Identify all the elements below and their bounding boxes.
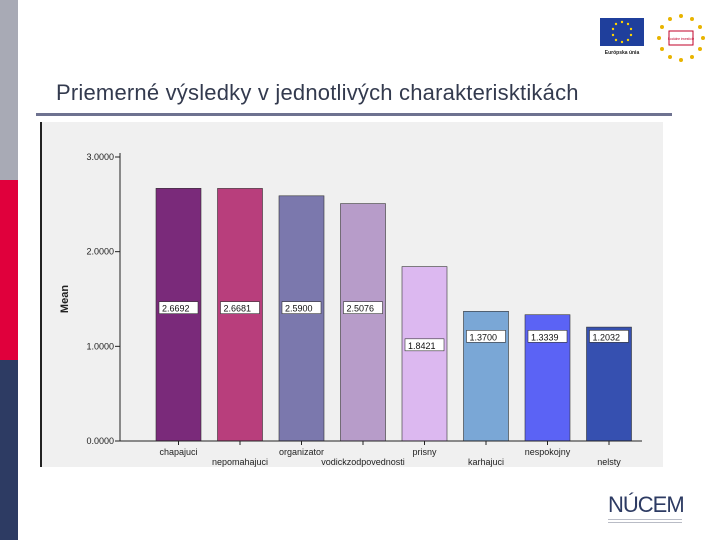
bar [217,188,263,442]
value-label: 2.5076 [347,304,375,314]
sidebar-navy-block [0,360,18,540]
y-tick-label: 0.0000 [86,436,114,446]
x-tick-label: chapajuci [159,447,197,457]
value-label-box [466,330,506,343]
slide-title: Priemerné výsledky v jednotlivých charak… [56,80,579,105]
value-label: 2.5900 [285,304,313,314]
value-label-box [589,330,629,343]
nucem-logo: NÚCEM [608,494,688,530]
value-label: 2.6692 [162,304,190,314]
bar [340,203,386,442]
x-tick-label: vodickzodpovednosti [321,457,405,467]
value-label-box [404,338,445,352]
x-tick-label: nelsty [597,457,621,467]
nucem-logo-text: NÚCEM [608,492,685,517]
x-tick-label: prisny [412,447,437,457]
x-tick-label: nepomahajuci [212,457,268,467]
eu-logo-text: Európska únia [605,50,640,56]
value-label-box [158,301,199,314]
bar-chart: 0.0000 1.0000 2.0000 3.0000 Mean 2.6692 chapaj… [59,152,642,467]
y-axis-label: Mean [59,285,71,313]
bar [586,326,632,442]
bar [155,188,202,442]
value-label: 1.3339 [531,332,559,342]
value-label: 1.3700 [470,332,498,342]
sidebar-gray-block [0,0,18,180]
bar [278,195,325,442]
value-label: 1.2032 [593,332,621,342]
value-label-box [281,301,322,314]
x-tick-label: karhajuci [468,457,504,467]
value-label-box [343,301,383,314]
x-tick-label: nespokojny [525,447,571,457]
esf-star-logo: Sociálne investície [657,14,705,62]
bar [401,266,448,442]
value-label-box [527,330,568,343]
title-underline [36,113,672,116]
nucem-logo-underline [608,519,682,523]
y-tick-label: 3.0000 [86,152,114,162]
sidebar-red-block [0,180,18,360]
value-label: 1.8421 [408,341,436,351]
left-color-strip [0,0,18,540]
esf-logo-text: Sociálne investície [668,37,695,41]
y-tick-label: 2.0000 [86,247,114,257]
value-label-box [220,301,260,314]
x-tick-label: organizator [279,447,324,457]
eu-flag-logo: Európska únia [600,18,644,56]
value-label: 2.6681 [224,304,252,314]
chart-frame: 0.0000 1.0000 2.0000 3.0000 Mean 2.6692 chapaj… [40,122,663,467]
y-tick-label: 1.0000 [86,341,114,351]
